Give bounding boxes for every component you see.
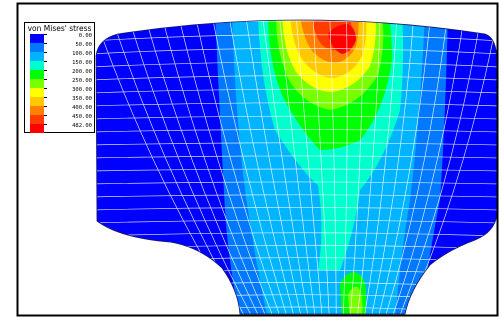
mesh-line xyxy=(349,20,364,314)
legend-swatch xyxy=(30,97,44,106)
legend-label: 100.00 xyxy=(72,51,92,57)
legend-tick xyxy=(44,70,47,71)
mesh-line xyxy=(96,115,497,120)
mesh-line xyxy=(96,75,497,81)
legend-label: 450.00 xyxy=(72,114,92,120)
legend-label: 150.00 xyxy=(72,60,92,66)
legend-entry: 200.00 xyxy=(30,69,92,79)
legend-tick xyxy=(44,88,47,89)
mesh-line xyxy=(96,129,497,133)
legend-entry: 350.00 xyxy=(30,96,92,106)
legend-label: 400.00 xyxy=(72,105,92,111)
mesh-line xyxy=(96,207,497,211)
mesh-line xyxy=(96,102,497,107)
legend-tick xyxy=(44,52,47,53)
legend-tick xyxy=(44,34,47,35)
mesh-line xyxy=(145,20,261,314)
legend-swatch xyxy=(30,52,44,61)
legend-tick xyxy=(44,106,47,107)
mesh-line xyxy=(96,142,497,146)
mesh-line xyxy=(296,20,323,314)
legend-tick xyxy=(44,97,47,98)
rail-outline xyxy=(95,19,498,315)
legend-entry: 450.00 xyxy=(30,114,92,124)
legend-swatch xyxy=(30,34,44,43)
legend-tick xyxy=(44,79,47,80)
mesh-line xyxy=(96,168,497,172)
legend-entry: 0.00 xyxy=(30,33,92,43)
mesh-line xyxy=(96,219,497,224)
mesh-line xyxy=(96,48,497,55)
mesh-line xyxy=(262,20,310,314)
contour-level-482 xyxy=(328,24,356,54)
legend-swatch xyxy=(30,79,44,88)
mesh-line xyxy=(96,194,497,198)
legend-label: 482.00 xyxy=(72,123,92,129)
mesh-line xyxy=(397,20,481,314)
legend-tick xyxy=(44,124,47,125)
legend-label: 300.00 xyxy=(72,87,92,93)
legend-label: 50.00 xyxy=(75,42,92,48)
mesh-line xyxy=(96,61,497,68)
mesh-line xyxy=(212,20,289,314)
legend-entry: 50.00 xyxy=(30,42,92,52)
legend-label: 250.00 xyxy=(72,78,92,84)
mesh-line xyxy=(96,88,497,94)
legend-entry: 400.00 xyxy=(30,105,92,115)
mesh-line xyxy=(390,20,464,314)
legend-label: 350.00 xyxy=(72,96,92,102)
legend-entry: 150.00 xyxy=(30,60,92,70)
mesh-line xyxy=(96,155,497,159)
legend-swatch xyxy=(30,115,44,124)
legend-label: 200.00 xyxy=(72,69,92,75)
legend-tick xyxy=(44,43,47,44)
legend-swatch xyxy=(30,61,44,70)
legend-label: 0.00 xyxy=(78,33,92,39)
legend-swatch xyxy=(30,106,44,115)
mesh-line xyxy=(279,20,316,314)
legend-tick xyxy=(44,61,47,62)
mesh-line xyxy=(195,20,282,314)
legend-swatch xyxy=(30,43,44,52)
mesh-line xyxy=(179,20,275,314)
legend-title: von Mises' stress xyxy=(27,24,92,33)
legend-swatch xyxy=(30,124,44,133)
mesh-line xyxy=(312,20,330,314)
mesh-line xyxy=(162,20,268,314)
mesh-line xyxy=(342,20,348,314)
legend-entry: 250.00 xyxy=(30,78,92,88)
mesh-line xyxy=(246,20,303,314)
legend-entry: 300.00 xyxy=(30,87,92,97)
mesh-line xyxy=(229,20,296,314)
view-frame xyxy=(16,2,499,317)
legend-swatch xyxy=(30,70,44,79)
mesh-line xyxy=(96,34,497,42)
legend-tick xyxy=(44,115,47,116)
mesh-line xyxy=(356,20,381,314)
mesh-line xyxy=(96,232,497,237)
mesh-line xyxy=(329,20,337,314)
mesh-line xyxy=(96,181,497,185)
legend-swatch xyxy=(30,88,44,97)
legend-entry: 482.00 xyxy=(30,123,92,133)
legend-entry: 100.00 xyxy=(30,51,92,61)
color-legend: von Mises' stress 0.00 50.00 100.00 150.00 2… xyxy=(24,22,95,133)
